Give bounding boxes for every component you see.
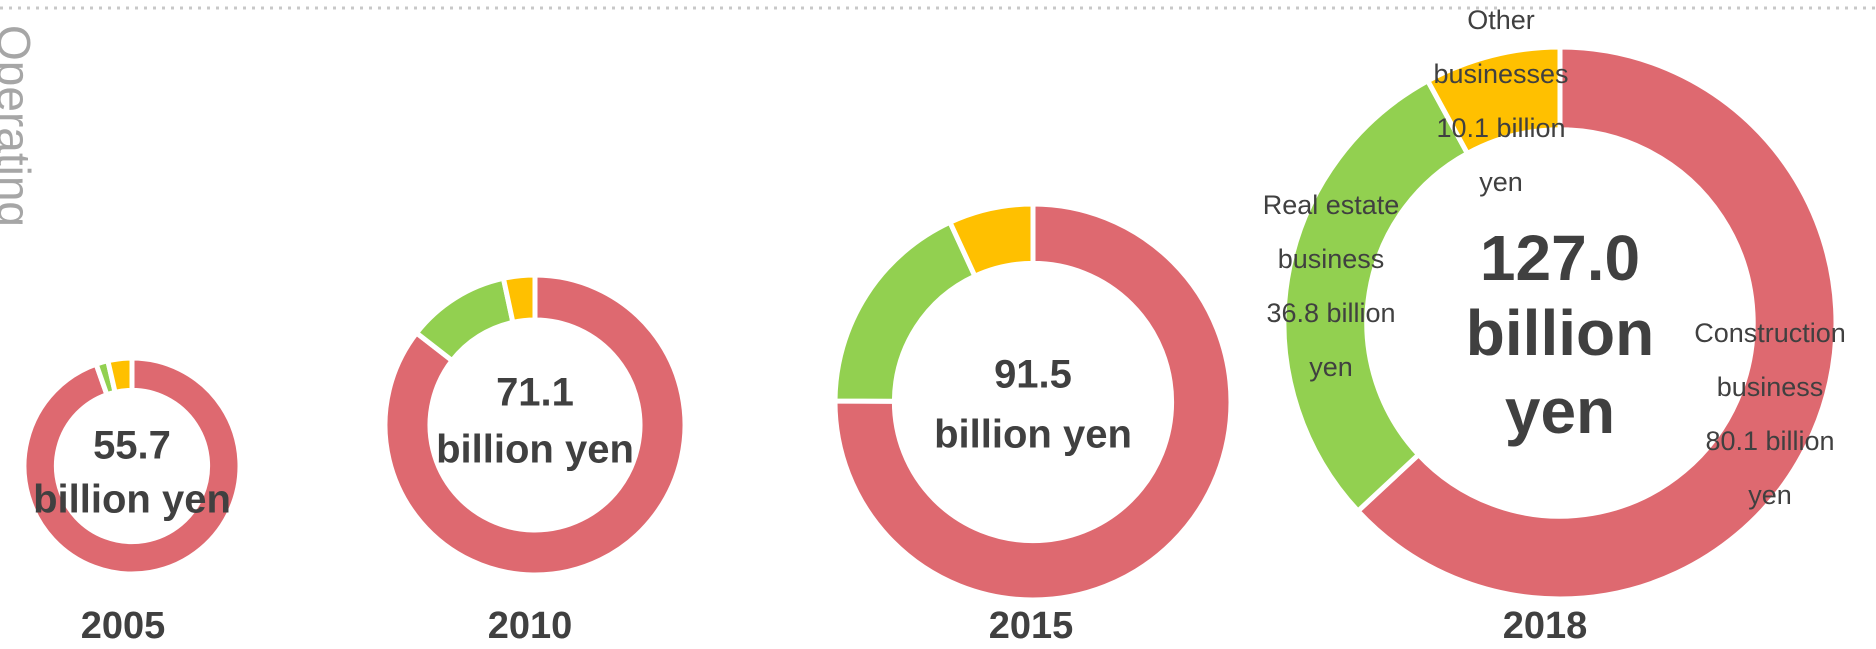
segment-label: Construction: [1694, 318, 1846, 348]
segment-label: businesses: [1433, 59, 1568, 89]
center-label: 55.7: [93, 424, 171, 468]
center-label: 127.0: [1480, 222, 1640, 294]
year-label: 2018: [1503, 605, 1588, 647]
year-label: 2010: [488, 605, 573, 647]
segment-label: business: [1278, 244, 1385, 274]
side-label: Operating: [0, 25, 40, 227]
segment-label: yen: [1309, 352, 1353, 382]
segment-label: yen: [1748, 480, 1792, 510]
center-label: billion yen: [33, 478, 231, 522]
segment-label: yen: [1479, 167, 1523, 197]
segment-label: 80.1 billion: [1705, 426, 1834, 456]
year-label: 2005: [81, 605, 166, 647]
donut-segment: [832, 201, 1234, 603]
donut-segment: [1354, 44, 1839, 602]
center-label: billion yen: [934, 413, 1132, 457]
donut-segment: [21, 355, 243, 577]
segment-label: Other: [1467, 5, 1535, 35]
center-label: 91.5: [994, 353, 1072, 397]
donut-segment: [1424, 44, 1563, 157]
center-label: yen: [1505, 375, 1615, 447]
donut-segment: [946, 201, 1036, 280]
donut-segment: [104, 355, 135, 396]
center-label: billion: [1466, 297, 1654, 369]
segment-label: Real estate: [1263, 190, 1400, 220]
donut-segment: [382, 272, 688, 578]
donut-segment: [1281, 77, 1471, 515]
center-label: billion yen: [436, 428, 634, 472]
year-label: 2015: [989, 605, 1074, 647]
segment-label: 36.8 billion: [1266, 298, 1395, 328]
segment-label: business: [1717, 372, 1824, 402]
center-label: 71.1: [496, 371, 574, 415]
donut-segment: [500, 272, 538, 326]
donut-segment: [832, 218, 979, 404]
segment-label: 10.1 billion: [1436, 113, 1565, 143]
